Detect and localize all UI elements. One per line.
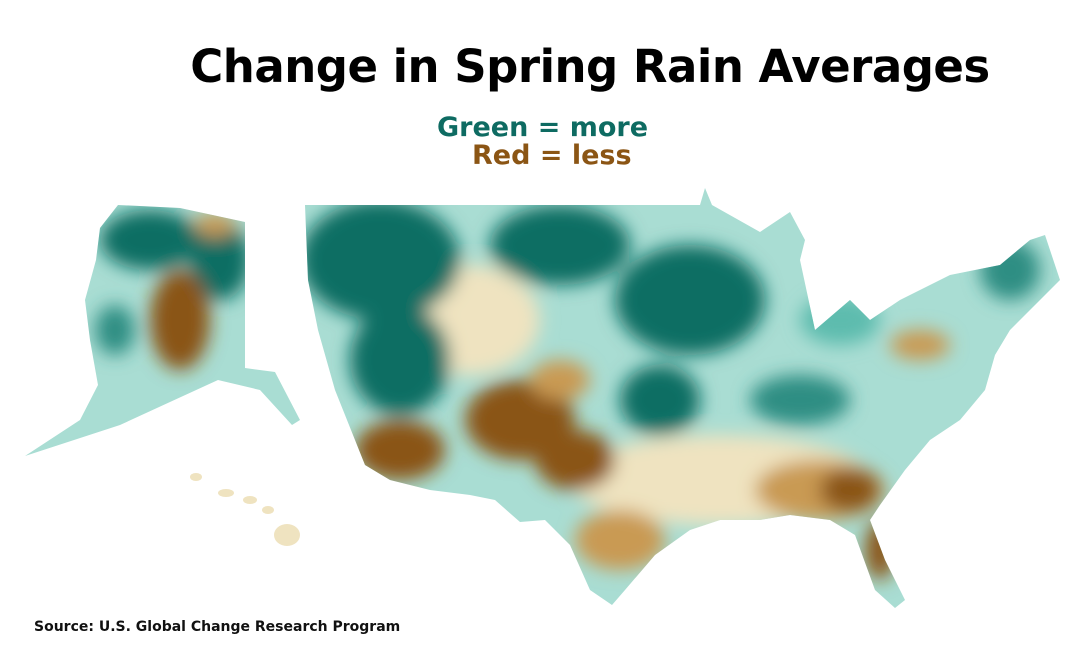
legend-more: Green = more (437, 112, 649, 143)
page-title: Change in Spring Rain Averages (190, 40, 990, 93)
legend-less: Red = less (472, 140, 632, 171)
contiguous-us (305, 188, 1060, 608)
alaska (25, 205, 300, 456)
hawaii (190, 473, 300, 546)
source-credit: Source: U.S. Global Change Research Prog… (34, 619, 401, 635)
